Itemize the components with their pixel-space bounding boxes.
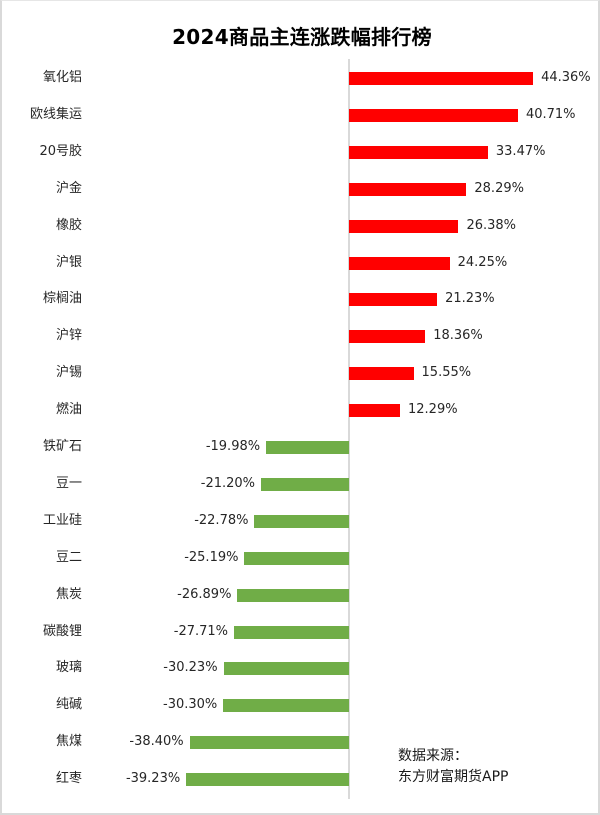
negative-bar — [189, 736, 349, 750]
bar-row: 沪锌 18.36% — [2, 326, 600, 346]
value-label: -38.40% — [129, 734, 184, 750]
category-label: 棕榈油 — [42, 291, 82, 307]
bar-row: 氧化铝 44.36% — [2, 68, 600, 88]
value-label: 44.36% — [541, 70, 591, 85]
category-label: 沪锌 — [55, 328, 82, 344]
category-label: 碳酸锂 — [42, 623, 82, 639]
data-source-name: 东方财富期货APP — [398, 769, 509, 785]
positive-bar — [349, 145, 488, 159]
positive-bar — [349, 330, 426, 344]
bar-row: 玻璃 -30.23% — [2, 658, 600, 678]
positive-bar — [349, 293, 438, 307]
category-label: 红枣 — [55, 771, 82, 787]
bar-row: 欧线集运 40.71% — [2, 105, 600, 125]
data-source-label: 数据来源： — [398, 748, 468, 764]
bar-row: 燃油 12.29% — [2, 400, 600, 420]
value-label: -19.98% — [205, 439, 261, 454]
negative-bar — [234, 625, 349, 639]
value-label: -30.30% — [163, 697, 218, 713]
bar-row: 工业硅 -22.78% — [2, 511, 600, 531]
category-label: 沪银 — [55, 254, 82, 270]
bar-row: 豆一 -21.20% — [2, 474, 600, 494]
value-label: -39.23% — [125, 771, 181, 787]
bar-row: 铁矿石 -19.98% — [2, 437, 600, 457]
value-label: 26.38% — [466, 217, 517, 233]
value-label: 24.25% — [457, 254, 508, 270]
bar-row: 纯碱 -30.30% — [2, 695, 600, 715]
positive-bar — [349, 72, 534, 85]
bar-row: 20号胶 33.47% — [2, 142, 600, 162]
category-label: 欧线集运 — [29, 106, 82, 122]
bar-row: 红枣 -39.23% — [2, 769, 600, 789]
value-label: -25.19% — [184, 549, 239, 565]
positive-bar — [349, 256, 450, 270]
positive-bar — [349, 367, 414, 381]
bar-row: 豆二 -25.19% — [2, 548, 600, 568]
value-label: -30.23% — [163, 660, 218, 676]
value-label: -22.78% — [194, 512, 249, 528]
category-label: 玻璃 — [55, 660, 82, 676]
bar-row: 橡胶 26.38% — [2, 216, 600, 236]
value-label: -26.89% — [177, 586, 232, 602]
bar-row: 沪锡 15.55% — [2, 363, 600, 383]
value-label: -27.71% — [173, 623, 229, 639]
positive-bar — [349, 219, 459, 233]
value-label: -21.20% — [200, 475, 256, 491]
value-label: 21.23% — [445, 291, 495, 307]
negative-bar — [244, 551, 349, 565]
category-label: 燃油 — [55, 402, 82, 418]
negative-bar — [186, 773, 349, 787]
category-label: 焦煤 — [55, 734, 82, 750]
negative-bar — [266, 441, 349, 454]
value-label: 15.55% — [421, 365, 472, 381]
positive-bar — [349, 108, 518, 122]
category-label: 沪锡 — [55, 365, 82, 381]
chart-title: 2024商品主连涨跌幅排行榜 — [172, 25, 432, 49]
category-label: 沪金 — [55, 180, 82, 196]
category-label: 橡胶 — [55, 217, 82, 233]
category-label: 铁矿石 — [42, 439, 82, 454]
positive-bar — [349, 182, 467, 196]
bar-row: 棕榈油 21.23% — [2, 289, 600, 309]
bar-row: 焦炭 -26.89% — [2, 585, 600, 605]
category-label: 20号胶 — [39, 143, 82, 159]
bar-row: 沪金 28.29% — [2, 179, 600, 199]
category-label: 豆一 — [55, 475, 82, 491]
value-label: 40.71% — [525, 106, 576, 122]
category-label: 豆二 — [55, 549, 82, 565]
bar-row: 焦煤 -38.40% — [2, 732, 600, 752]
category-label: 焦炭 — [55, 586, 82, 602]
value-label: 28.29% — [474, 180, 524, 196]
value-label: 33.47% — [495, 143, 546, 159]
negative-bar — [237, 588, 349, 602]
value-label: 12.29% — [408, 402, 458, 418]
negative-bar — [223, 662, 349, 676]
category-label: 纯碱 — [55, 697, 82, 713]
data-source-note: 数据来源： 东方财富期货APP — [398, 746, 508, 788]
negative-bar — [254, 514, 349, 528]
zero-axis-line — [348, 59, 350, 799]
positive-bar — [349, 404, 400, 418]
negative-bar — [223, 699, 349, 713]
category-label: 工业硅 — [42, 512, 82, 528]
category-label: 氧化铝 — [42, 70, 82, 85]
negative-bar — [261, 477, 349, 491]
bar-row: 碳酸锂 -27.71% — [2, 622, 600, 642]
bar-row: 沪银 24.25% — [2, 253, 600, 273]
value-label: 18.36% — [433, 328, 483, 344]
